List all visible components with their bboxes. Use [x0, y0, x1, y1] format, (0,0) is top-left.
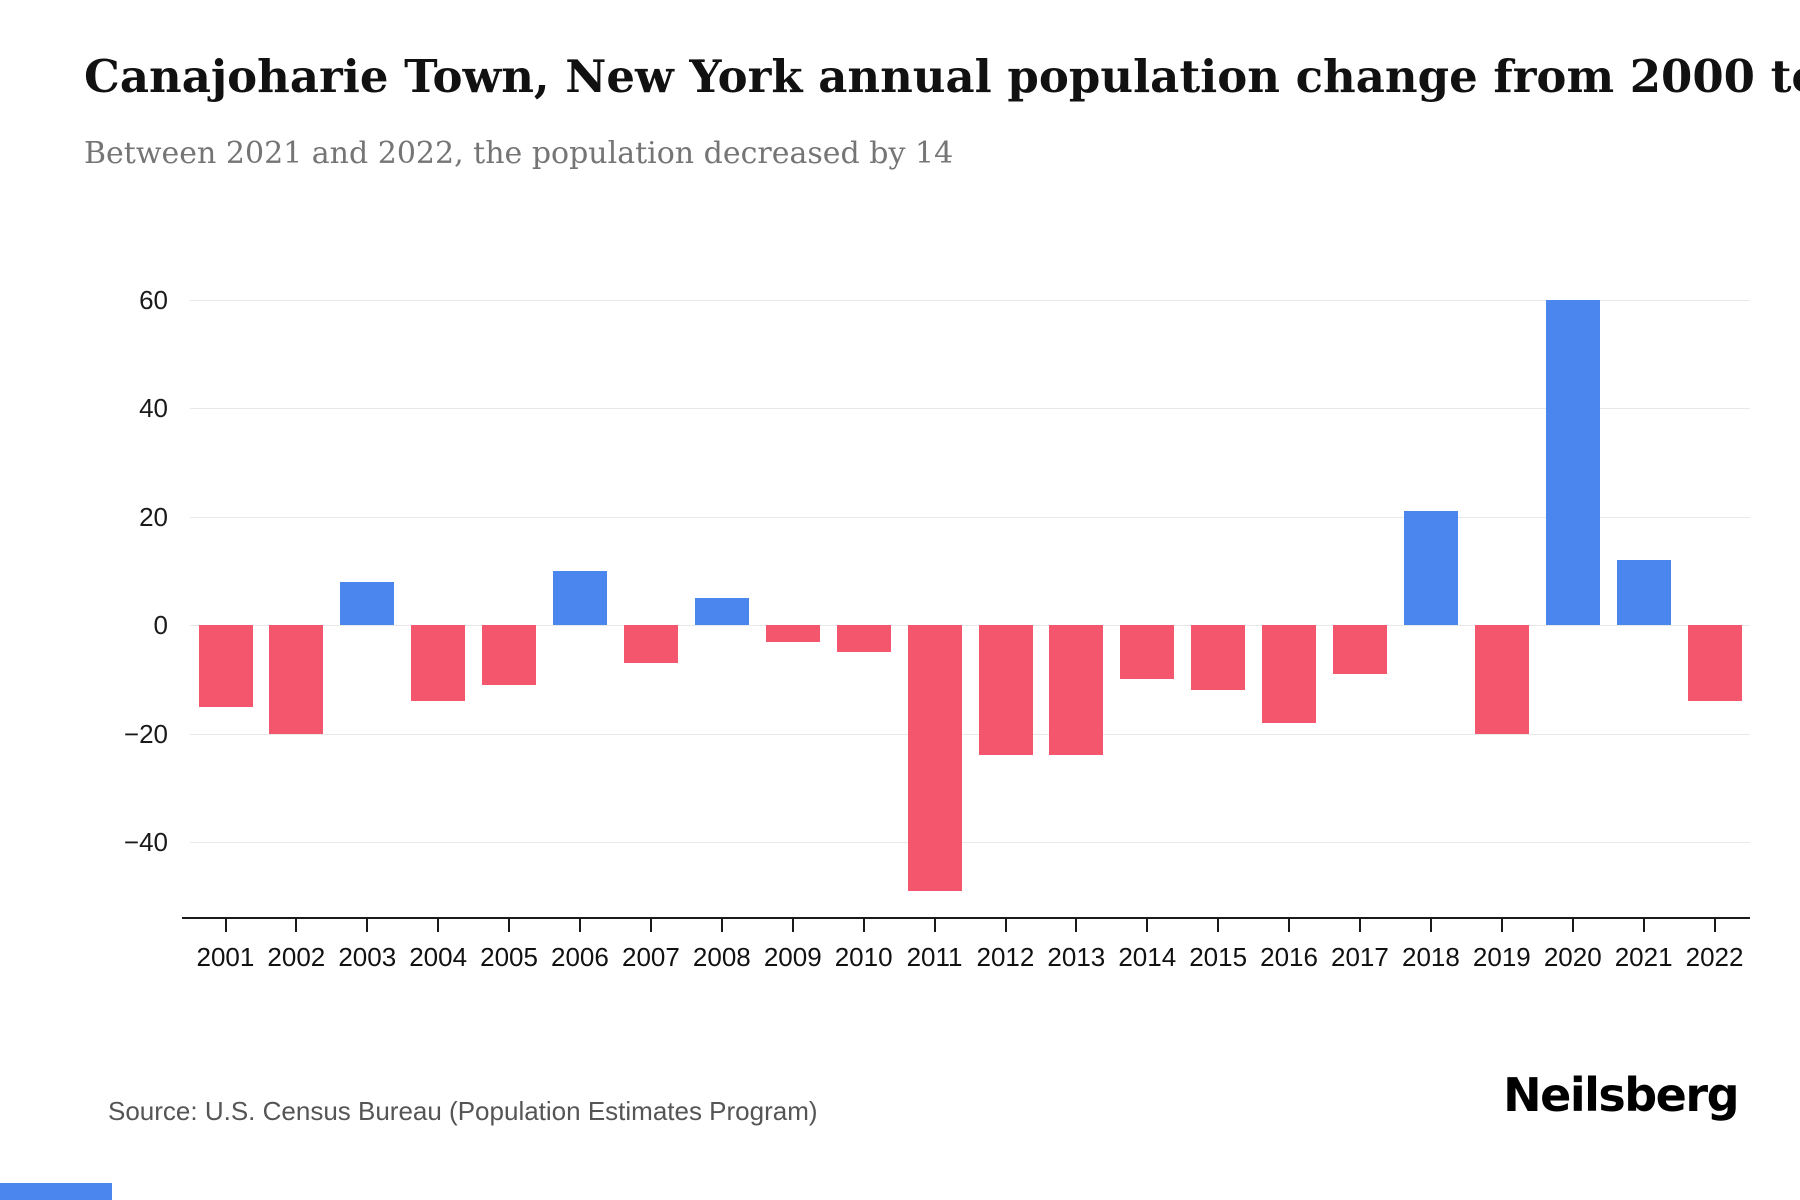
x-axis-tick	[1429, 919, 1432, 932]
bar-2014	[1120, 625, 1175, 680]
x-axis-tick	[1075, 919, 1078, 932]
y-axis-label: 20	[139, 501, 168, 532]
x-axis-line	[182, 917, 1750, 919]
x-axis-tick	[366, 919, 369, 932]
x-axis-label: 2020	[1543, 942, 1602, 972]
bar-2021	[1616, 560, 1671, 626]
x-axis-label: 2016	[1260, 942, 1318, 972]
x-axis-label: 2021	[1614, 942, 1673, 972]
bar-2019	[1474, 625, 1529, 734]
bar-2006	[553, 571, 607, 626]
x-axis-tick	[649, 919, 652, 932]
bar-2013	[1049, 625, 1104, 756]
x-axis-tick	[508, 919, 511, 932]
bar-2022	[1687, 625, 1742, 702]
x-axis-label: 2019	[1472, 942, 1531, 972]
x-axis-tick	[1146, 919, 1149, 932]
x-axis-tick	[437, 919, 440, 932]
x-axis-label: 2022	[1685, 942, 1744, 972]
x-axis-label: 2018	[1402, 942, 1460, 972]
y-axis-label: 0	[153, 610, 168, 641]
bar-2003	[340, 581, 395, 626]
x-axis-label: 2014	[1118, 942, 1177, 972]
x-axis-label: 2010	[834, 942, 893, 972]
x-axis-tick	[1642, 919, 1645, 932]
x-axis-label: 2006	[551, 942, 609, 972]
gridline	[190, 625, 1750, 627]
bar-2001	[198, 625, 253, 707]
gridline	[190, 516, 1750, 518]
x-axis-tick	[1571, 919, 1574, 932]
gridline	[190, 842, 1750, 844]
gridline	[190, 733, 1750, 735]
x-axis-tick	[1288, 919, 1291, 932]
y-axis-label: 60	[139, 285, 168, 315]
bar-2005	[482, 625, 537, 685]
x-axis-label: 2002	[267, 942, 326, 972]
x-axis-label: 2003	[338, 942, 397, 972]
x-axis-tick	[1217, 919, 1220, 932]
x-axis-tick	[862, 919, 865, 932]
x-axis-label: 2011	[906, 942, 963, 972]
source-text: Source: U.S. Census Bureau (Population E…	[108, 1096, 818, 1126]
bar-2017	[1333, 625, 1387, 675]
x-axis-label: 2017	[1331, 942, 1389, 972]
bar-2015	[1191, 625, 1246, 691]
bar-2018	[1403, 511, 1458, 626]
bar-2002	[269, 625, 324, 734]
chart-subtitle: Between 2021 and 2022, the population de…	[84, 136, 954, 171]
bar-2009	[765, 625, 820, 642]
bar-chart-plot-area: 60 40 20 0 −20 −40 2001 2002 2003 2004 2005 2006 200…	[124, 285, 1750, 972]
y-axis-label: 40	[139, 393, 168, 424]
bar-2010	[836, 625, 891, 653]
x-axis-label: 2004	[409, 942, 468, 972]
gridline	[190, 408, 1750, 410]
bar-2012	[978, 625, 1033, 756]
x-axis-tick	[1713, 919, 1716, 932]
x-axis-tick	[224, 919, 227, 932]
x-axis-label: 2012	[976, 942, 1035, 972]
x-axis-label: 2009	[763, 942, 822, 972]
footer-accent-bar	[0, 1183, 112, 1200]
x-axis-label: 2005	[480, 942, 538, 972]
x-axis-tick	[933, 919, 936, 932]
neilsberg-logo[interactable]: Neilsberg	[1503, 1068, 1739, 1122]
gridline	[190, 300, 1750, 301]
x-axis-tick	[1004, 919, 1007, 932]
x-axis-tick	[579, 919, 581, 932]
x-axis-label: 2007	[622, 942, 680, 972]
x-axis-label: 2008	[692, 942, 751, 972]
x-axis-tick	[720, 919, 723, 932]
x-axis-tick	[1359, 919, 1361, 932]
bar-2004	[411, 625, 466, 702]
bar-2020	[1545, 300, 1600, 626]
x-axis-tick	[295, 919, 298, 932]
chart-title: Canajoharie Town, New York annual popula…	[84, 50, 1800, 103]
y-axis-label: −40	[123, 827, 168, 858]
bar-2007	[623, 625, 678, 664]
x-axis-tick	[1500, 919, 1503, 932]
x-axis-label: 2001	[196, 942, 255, 972]
bar-2008	[694, 598, 749, 626]
bar-2016	[1262, 625, 1317, 723]
x-axis-tick	[791, 919, 794, 932]
bar-2011	[907, 625, 962, 891]
y-axis-label: −20	[123, 718, 168, 749]
x-axis-label: 2015	[1189, 942, 1248, 972]
x-axis-label: 2013	[1047, 942, 1106, 972]
